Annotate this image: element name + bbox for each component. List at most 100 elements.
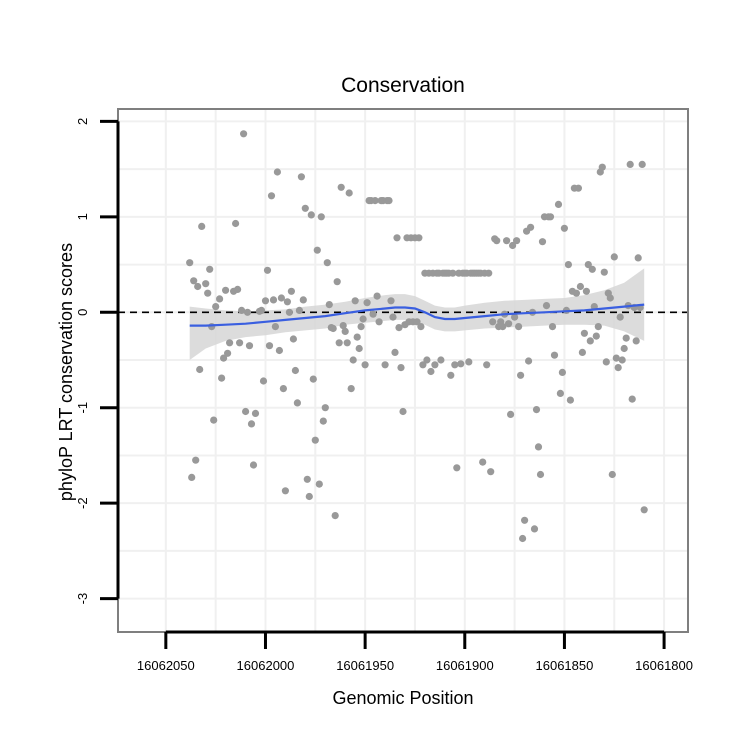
data-point bbox=[508, 241, 517, 250]
data-point bbox=[331, 511, 339, 520]
data-point bbox=[499, 323, 507, 331]
y-tick-label: -1 bbox=[75, 402, 90, 414]
data-point bbox=[510, 313, 519, 321]
data-point bbox=[226, 339, 234, 347]
data-point bbox=[413, 318, 421, 326]
data-point bbox=[606, 294, 614, 302]
data-point bbox=[616, 313, 624, 321]
y-tick-label: 1 bbox=[75, 213, 90, 220]
data-point bbox=[321, 404, 329, 412]
data-point bbox=[317, 213, 325, 221]
data-point bbox=[385, 197, 393, 205]
x-tick-label: 16062000 bbox=[237, 658, 295, 673]
data-point bbox=[267, 192, 276, 200]
data-point bbox=[249, 461, 258, 469]
data-point bbox=[525, 357, 533, 365]
data-point bbox=[626, 160, 634, 168]
data-point bbox=[578, 348, 587, 356]
data-point bbox=[198, 222, 206, 230]
data-point bbox=[369, 310, 377, 318]
data-point bbox=[419, 361, 427, 369]
data-point bbox=[257, 306, 266, 314]
data-points bbox=[186, 130, 648, 543]
data-point bbox=[245, 342, 254, 350]
data-point bbox=[359, 315, 367, 323]
data-point bbox=[485, 269, 493, 277]
data-point bbox=[602, 358, 610, 366]
x-tick-label: 16061950 bbox=[336, 658, 394, 673]
data-point bbox=[188, 473, 196, 481]
data-point bbox=[594, 323, 602, 331]
data-point bbox=[534, 443, 543, 451]
data-point bbox=[391, 348, 399, 356]
y-tick-label: -3 bbox=[75, 593, 90, 605]
data-point bbox=[399, 407, 407, 416]
data-point bbox=[483, 361, 491, 369]
data-point bbox=[333, 278, 341, 286]
y-tick-label: 0 bbox=[75, 309, 90, 316]
data-point bbox=[371, 197, 379, 205]
data-point bbox=[389, 313, 397, 321]
data-point bbox=[574, 184, 583, 192]
data-point bbox=[598, 163, 606, 171]
data-point bbox=[208, 323, 216, 331]
data-point bbox=[447, 371, 455, 379]
data-point bbox=[638, 160, 646, 168]
data-point bbox=[196, 365, 204, 374]
data-point bbox=[251, 409, 260, 417]
data-point bbox=[381, 361, 389, 369]
data-point bbox=[457, 360, 465, 368]
data-point bbox=[437, 356, 445, 364]
data-point bbox=[614, 364, 622, 372]
x-axis: 16062050 16062000 16061950 16061900 16061850… bbox=[137, 630, 693, 673]
data-point bbox=[345, 189, 353, 197]
data-point bbox=[515, 323, 523, 331]
data-point bbox=[293, 399, 301, 407]
data-point bbox=[206, 265, 214, 273]
data-point bbox=[247, 420, 256, 428]
data-point bbox=[347, 385, 355, 393]
data-point bbox=[632, 337, 640, 345]
data-point bbox=[311, 436, 319, 444]
data-point bbox=[489, 318, 497, 326]
data-point bbox=[234, 285, 242, 293]
data-point bbox=[349, 356, 357, 364]
data-point bbox=[301, 204, 309, 212]
data-point bbox=[232, 219, 240, 228]
data-point bbox=[586, 337, 594, 345]
data-point bbox=[415, 234, 423, 242]
data-point bbox=[373, 292, 381, 300]
data-point bbox=[493, 237, 501, 245]
data-point bbox=[242, 407, 250, 416]
data-point bbox=[240, 130, 248, 138]
data-point bbox=[580, 329, 589, 337]
data-point bbox=[204, 289, 212, 297]
data-point bbox=[357, 323, 365, 331]
y-axis: -3 -2 -1 0 1 2 bbox=[75, 118, 120, 605]
data-point bbox=[592, 332, 600, 340]
x-tick-label: 16062050 bbox=[137, 658, 195, 673]
data-point bbox=[548, 323, 557, 331]
data-point bbox=[238, 306, 246, 314]
data-point bbox=[212, 303, 220, 311]
x-tick-label: 16061900 bbox=[436, 658, 494, 673]
data-point bbox=[279, 385, 287, 393]
data-point bbox=[612, 354, 620, 362]
data-point bbox=[190, 277, 198, 285]
data-point bbox=[610, 253, 618, 261]
x-tick-label: 16061850 bbox=[536, 658, 594, 673]
data-point bbox=[299, 296, 307, 304]
data-point bbox=[628, 395, 636, 403]
data-point bbox=[449, 269, 457, 277]
data-point bbox=[220, 354, 228, 362]
data-point bbox=[397, 364, 405, 372]
data-point bbox=[634, 254, 642, 262]
smooth-trend-line bbox=[189, 303, 645, 327]
data-point bbox=[287, 287, 295, 295]
data-point bbox=[530, 525, 539, 533]
data-point bbox=[556, 389, 565, 397]
data-point bbox=[309, 375, 317, 383]
data-point bbox=[417, 323, 425, 331]
data-point bbox=[521, 516, 529, 524]
